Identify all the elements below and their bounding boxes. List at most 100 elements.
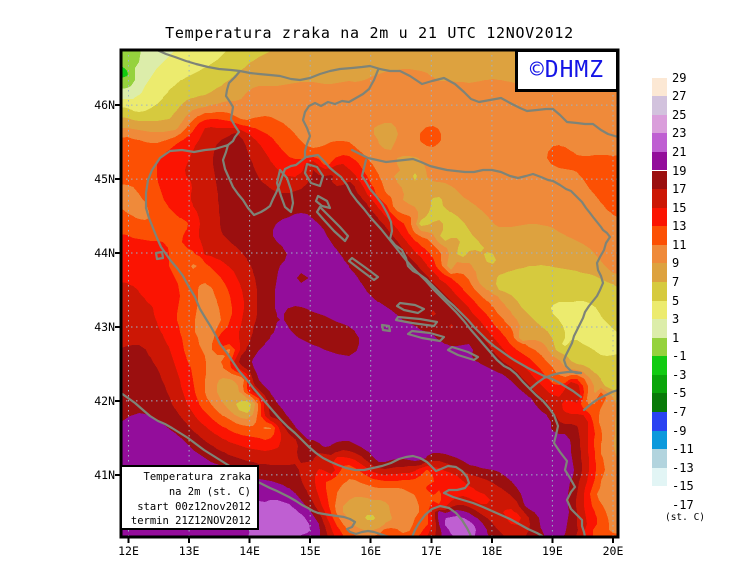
y-tick-label: 46N	[94, 98, 115, 113]
x-tick-label: 18E	[481, 544, 503, 558]
coastline	[144, 206, 546, 537]
x-tick-label: 13E	[178, 544, 200, 558]
info-box-line: na 2m (st. C)	[168, 485, 251, 498]
island-outline	[275, 168, 295, 214]
colorbar-cell	[652, 151, 667, 171]
country-border	[350, 148, 612, 239]
island-outline	[315, 205, 350, 243]
colorbar-unit-label: (st. C)	[664, 512, 706, 523]
colorbar-tick-label: 21	[672, 144, 687, 159]
colorbar-tick-label: 9	[672, 256, 680, 271]
country-border	[582, 388, 618, 412]
y-tick-label: 42N	[94, 393, 115, 408]
colorbar-tick-label: 7	[672, 274, 680, 289]
colorbar-cell	[652, 412, 667, 431]
colorbar-tick-label: 3	[672, 312, 680, 327]
island-outline	[446, 345, 480, 362]
colorbar-cell	[652, 281, 667, 301]
island-outline	[395, 301, 426, 315]
colorbar-tick-label: 1	[672, 330, 680, 345]
colorbar-tick-label: -3	[672, 367, 687, 382]
colorbar-cell	[652, 300, 667, 320]
x-tick-label: 17E	[420, 544, 442, 558]
y-tick-label: 45N	[94, 172, 115, 187]
colorbar-cell	[652, 374, 667, 394]
colorbar-tick-label: -1	[672, 349, 687, 364]
colorbar-tick-label: 25	[672, 107, 687, 122]
x-tick-label: 16E	[360, 544, 382, 558]
country-border	[301, 68, 380, 160]
country-border	[528, 370, 583, 391]
copyright-box: ©DHMZ	[515, 49, 619, 92]
colorbar-cell	[652, 449, 667, 468]
colorbar-tick-label: -7	[672, 405, 687, 420]
coastline	[121, 391, 392, 537]
colorbar-tick-label: 5	[672, 293, 680, 308]
temperature-fill-bands	[121, 50, 618, 537]
y-tick-label: 44N	[94, 246, 115, 260]
info-box-line: Temperatura zraka	[143, 471, 251, 483]
colorbar-cell	[652, 114, 667, 134]
island-outline	[347, 256, 380, 282]
colorbar-cell	[652, 189, 667, 208]
country-border	[562, 235, 612, 375]
y-tick-label: 43N	[94, 320, 115, 334]
colorbar-tick-label: -11	[672, 442, 694, 457]
island-outline	[406, 329, 446, 343]
colorbar-tick-label: 15	[672, 200, 687, 215]
latlon-grid	[121, 50, 618, 537]
colorbar-cell	[652, 244, 667, 264]
colorbar-cell	[652, 263, 667, 282]
x-tick-label: 12E	[118, 544, 139, 558]
x-tick-label: 19E	[542, 544, 563, 558]
colorbar-tick-label: 19	[672, 163, 687, 178]
colorbar-tick-label: -5	[672, 386, 687, 401]
island-outline	[154, 250, 165, 261]
colorbar-cell	[652, 207, 667, 227]
coastline	[144, 143, 587, 537]
country-border	[224, 69, 242, 147]
colorbar-tick-label: 13	[672, 219, 687, 234]
colorbar-tick-label: -17	[672, 497, 694, 512]
colorbar-tick-label: 23	[672, 126, 687, 141]
island-outline	[314, 194, 332, 210]
plot-frame-rect	[119, 48, 620, 539]
colorbar-cell	[652, 467, 667, 487]
coastline	[410, 504, 473, 537]
colorbar-tick-label: -13	[672, 460, 694, 475]
colorbar-cell	[652, 430, 667, 450]
info-box: Temperatura zraka na 2m (st. C) start 00z1…	[120, 465, 259, 530]
temp-band-t21	[248, 500, 476, 537]
coastlines-and-borders	[121, 50, 618, 537]
x-tick-label: 14E	[239, 544, 260, 558]
colorbar-cell	[652, 133, 667, 152]
island-outline	[303, 162, 325, 188]
x-tick-label: 20E	[602, 544, 624, 558]
colorbar-cell	[652, 96, 667, 115]
colorbar-tick-label: -9	[672, 423, 687, 438]
info-box-line: start 00z12nov2012	[137, 500, 251, 513]
colorbar-cell	[652, 356, 667, 375]
copyright-label: ©DHMZ	[529, 57, 605, 83]
temp-band-t19	[121, 213, 574, 537]
colorbar-tick-label: 29	[672, 70, 687, 85]
colorbar-cell	[652, 337, 667, 357]
island-outline	[380, 323, 392, 333]
colorbar-cell	[652, 486, 667, 505]
colorbar-cell	[652, 319, 667, 338]
plot-frame	[115, 48, 620, 543]
colorbar-tick-label: 11	[672, 237, 687, 252]
colorbar-cell	[652, 393, 667, 413]
colorbar-cell	[652, 226, 667, 245]
x-tick-label: 15E	[299, 544, 321, 558]
map-title: Temperatura zraka na 2m u 21 UTC 12NOV20…	[165, 24, 574, 42]
colorbar-cell	[652, 77, 667, 97]
y-tick-label: 41N	[94, 467, 115, 482]
colorbar-tick-label: -15	[672, 479, 694, 494]
colorbar-tick-label: 27	[672, 89, 687, 104]
colorbar-tick-label: 17	[672, 182, 687, 197]
colorbar-cell	[652, 170, 667, 190]
